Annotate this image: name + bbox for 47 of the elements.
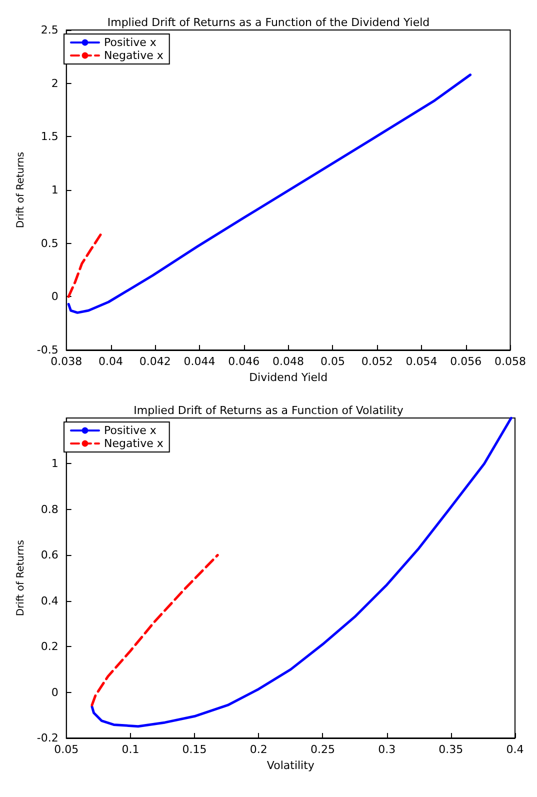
x-axis-title: Volatility [266, 759, 315, 772]
x-tick-label: 0.042 [139, 355, 171, 368]
y-tick-label: 1 [51, 184, 58, 196]
x-tick-label: 0.038 [50, 355, 82, 368]
x-tick-label: 0.4 [506, 743, 524, 756]
y-tick-label: 1.5 [40, 130, 58, 144]
chart-title: Implied Drift of Returns as a Function of the Dividend Yield [107, 16, 430, 29]
x-tick-label: 0.05 [54, 743, 79, 756]
legend-label: Negative x [104, 437, 164, 450]
y-axis-title: Drift of Returns [16, 540, 26, 616]
y-tick-label: 0 [51, 290, 58, 304]
x-tick-label: 0.04 [98, 355, 123, 368]
y-tick-label: 0.6 [40, 548, 58, 562]
x-tick-label: 0.2 [250, 743, 268, 756]
y-tick-label: 0.5 [40, 236, 58, 250]
y-tick-label: 0.2 [40, 640, 58, 654]
x-tick-label: 0.05 [320, 355, 345, 368]
line-series [67, 74, 472, 314]
x-tick-label: 0.15 [182, 743, 207, 756]
x-tick-label: 0.046 [228, 355, 260, 368]
x-tick-label: 0.058 [494, 355, 526, 368]
x-axis-title: Dividend Yield [249, 371, 328, 384]
x-tick-label: 0.044 [184, 355, 216, 368]
x-tick-label: 0.25 [310, 743, 335, 756]
x-tick-label: 0.35 [438, 743, 464, 756]
y-tick-label: 2 [51, 76, 58, 90]
x-tick-label: 0.1 [122, 743, 140, 756]
y-tick-label: 0.8 [40, 502, 58, 516]
line-series [90, 416, 512, 728]
y-axis-title: Drift of Returns [16, 152, 26, 228]
y-tick-label: -0.5 [36, 344, 58, 356]
y-tick-label: 0 [51, 686, 58, 699]
y-tick-label: -0.2 [36, 732, 58, 744]
chart-title: Implied Drift of Returns as a Function of Volatility [134, 404, 404, 417]
line-series [67, 231, 104, 298]
legend-label: Positive x [104, 36, 157, 49]
line-series [90, 554, 219, 706]
x-tick-label: 0.052 [361, 355, 393, 368]
y-tick-label: 0.4 [40, 594, 58, 608]
x-tick-label: 0.3 [378, 743, 396, 756]
y-tick-label: 2.5 [40, 24, 58, 36]
y-tick-label: 1 [51, 457, 58, 470]
legend-label: Positive x [104, 424, 157, 437]
x-tick-label: 0.048 [272, 355, 304, 368]
legend-label: Negative x [104, 49, 164, 62]
x-tick-label: 0.056 [450, 355, 482, 368]
x-tick-label: 0.054 [406, 355, 438, 368]
